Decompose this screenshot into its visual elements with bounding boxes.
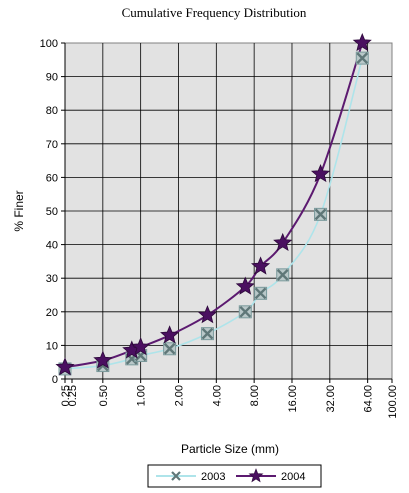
data-point-2003 [314, 207, 328, 221]
y-tick-label: 20 [46, 307, 58, 319]
y-tick-label: 10 [46, 340, 58, 352]
legend: 2003 2004 [147, 464, 322, 488]
y-axis-label: % Finer [12, 190, 26, 231]
x-axis: 0.250.25 0.50 1.00 2.00 4.00 8.00 16.00 32.00 64… [60, 378, 399, 419]
data-point-2003-cross [254, 287, 267, 300]
data-point-2003 [200, 327, 214, 341]
x-tick-label: 0.25 [67, 385, 79, 406]
data-point-2003-cross [276, 268, 289, 281]
y-tick-label: 50 [46, 206, 58, 218]
y-tick-label: 40 [46, 240, 58, 252]
data-point-2003 [276, 268, 290, 282]
x-tick-label: 2.00 [173, 385, 185, 406]
x-tick-label: 8.00 [249, 385, 261, 406]
y-tick-label: 80 [46, 105, 58, 117]
data-point-2004 [251, 256, 271, 275]
x-tick-label: 1.00 [136, 385, 148, 406]
y-tick-label: 100 [40, 38, 58, 50]
legend-item-2004: 2004 [236, 468, 305, 483]
data-point-2004 [93, 350, 113, 369]
grid-lines [65, 43, 392, 379]
data-point-2004 [55, 357, 75, 376]
y-tick-label: 90 [46, 72, 58, 84]
x-tick-label: 64.00 [363, 385, 375, 413]
y-tick-label: 60 [46, 172, 58, 184]
legend-swatch-marker [171, 471, 181, 481]
data-point-2003-cross [314, 208, 327, 221]
data-point-2004 [273, 232, 293, 252]
x-tick-label: 16.00 [287, 385, 299, 413]
x-tick-label: 100.00 [387, 385, 399, 419]
x-tick-label: 0.25 [60, 385, 72, 406]
series-markers [55, 32, 372, 376]
data-point-2004 [352, 32, 372, 52]
x-tick-label: 4.00 [211, 385, 223, 406]
data-point-2004 [131, 337, 151, 356]
data-point-2004 [197, 305, 218, 324]
data-point-2003 [355, 51, 369, 65]
y-tick-label: 70 [46, 139, 58, 151]
chart-title: Cumulative Frequency Distribution [122, 5, 307, 20]
y-tick-label: 0 [52, 374, 58, 386]
legend-label: 2004 [281, 471, 305, 483]
legend-swatch-cross [171, 471, 181, 481]
data-point-2003 [254, 286, 268, 300]
data-point-2003 [163, 342, 177, 356]
x-tick-label: 0.50 [98, 385, 110, 406]
y-axis: 0 10 20 30 40 50 60 70 80 90 100 [40, 38, 66, 386]
data-point-2003 [238, 305, 252, 319]
legend-label: 2003 [201, 471, 225, 483]
data-point-2003-cross [201, 327, 214, 340]
x-axis-label: Particle Size (mm) [181, 442, 279, 456]
data-point-2004 [160, 325, 180, 344]
data-point-2003-cross [163, 342, 176, 355]
legend-item-2003: 2003 [156, 471, 225, 483]
data-point-2004 [235, 276, 255, 295]
legend-box [147, 464, 322, 488]
data-point-2003-cross [239, 305, 252, 318]
data-point-2003-cross [356, 52, 369, 64]
legend-swatch-marker [248, 468, 264, 483]
x-tick-label: 32.00 [325, 385, 337, 413]
y-tick-label: 30 [46, 273, 58, 285]
data-point-2004 [310, 163, 331, 183]
